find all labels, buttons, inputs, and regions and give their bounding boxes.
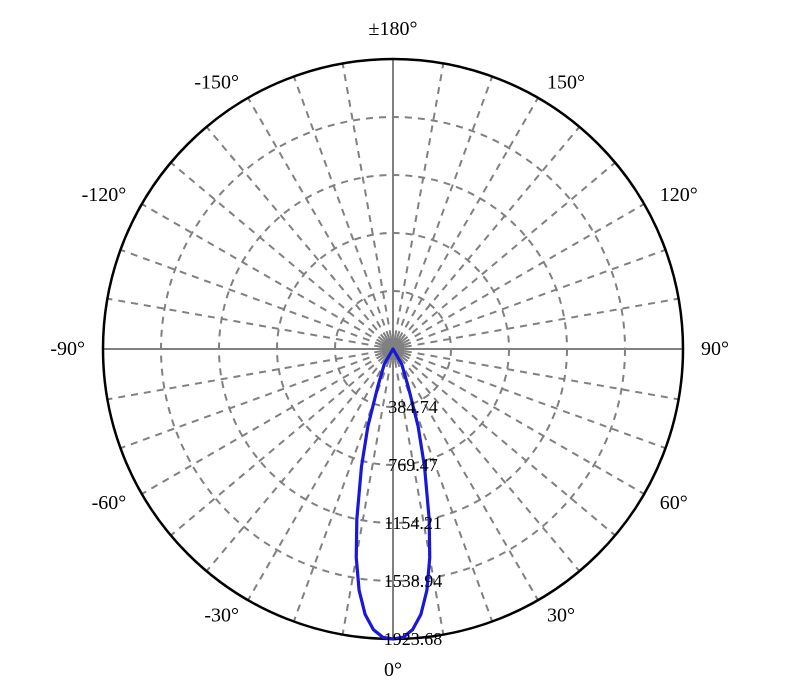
angle-label: 150° bbox=[547, 71, 585, 93]
angle-label: -30° bbox=[204, 605, 239, 627]
radial-label: 1538.94 bbox=[384, 571, 443, 591]
polar-chart: 384.74 769.47 1154.21 1538.94 1923.68 0° 30° 60… bbox=[0, 0, 787, 698]
angle-label: 90° bbox=[701, 338, 729, 360]
angle-label: -90° bbox=[50, 338, 85, 360]
angle-label: 0° bbox=[384, 659, 402, 681]
angle-label: -60° bbox=[92, 492, 127, 514]
angle-label: 60° bbox=[660, 492, 688, 514]
radial-label: 384.74 bbox=[388, 397, 438, 417]
angle-label: ±180° bbox=[369, 18, 418, 40]
radial-label: 1923.68 bbox=[384, 629, 443, 649]
angle-label: 120° bbox=[660, 184, 698, 206]
angle-label: 30° bbox=[547, 605, 575, 627]
angle-label: -120° bbox=[82, 184, 127, 206]
radial-label: 769.47 bbox=[388, 455, 438, 475]
radial-label: 1154.21 bbox=[384, 513, 442, 533]
angle-label: -150° bbox=[194, 71, 239, 93]
